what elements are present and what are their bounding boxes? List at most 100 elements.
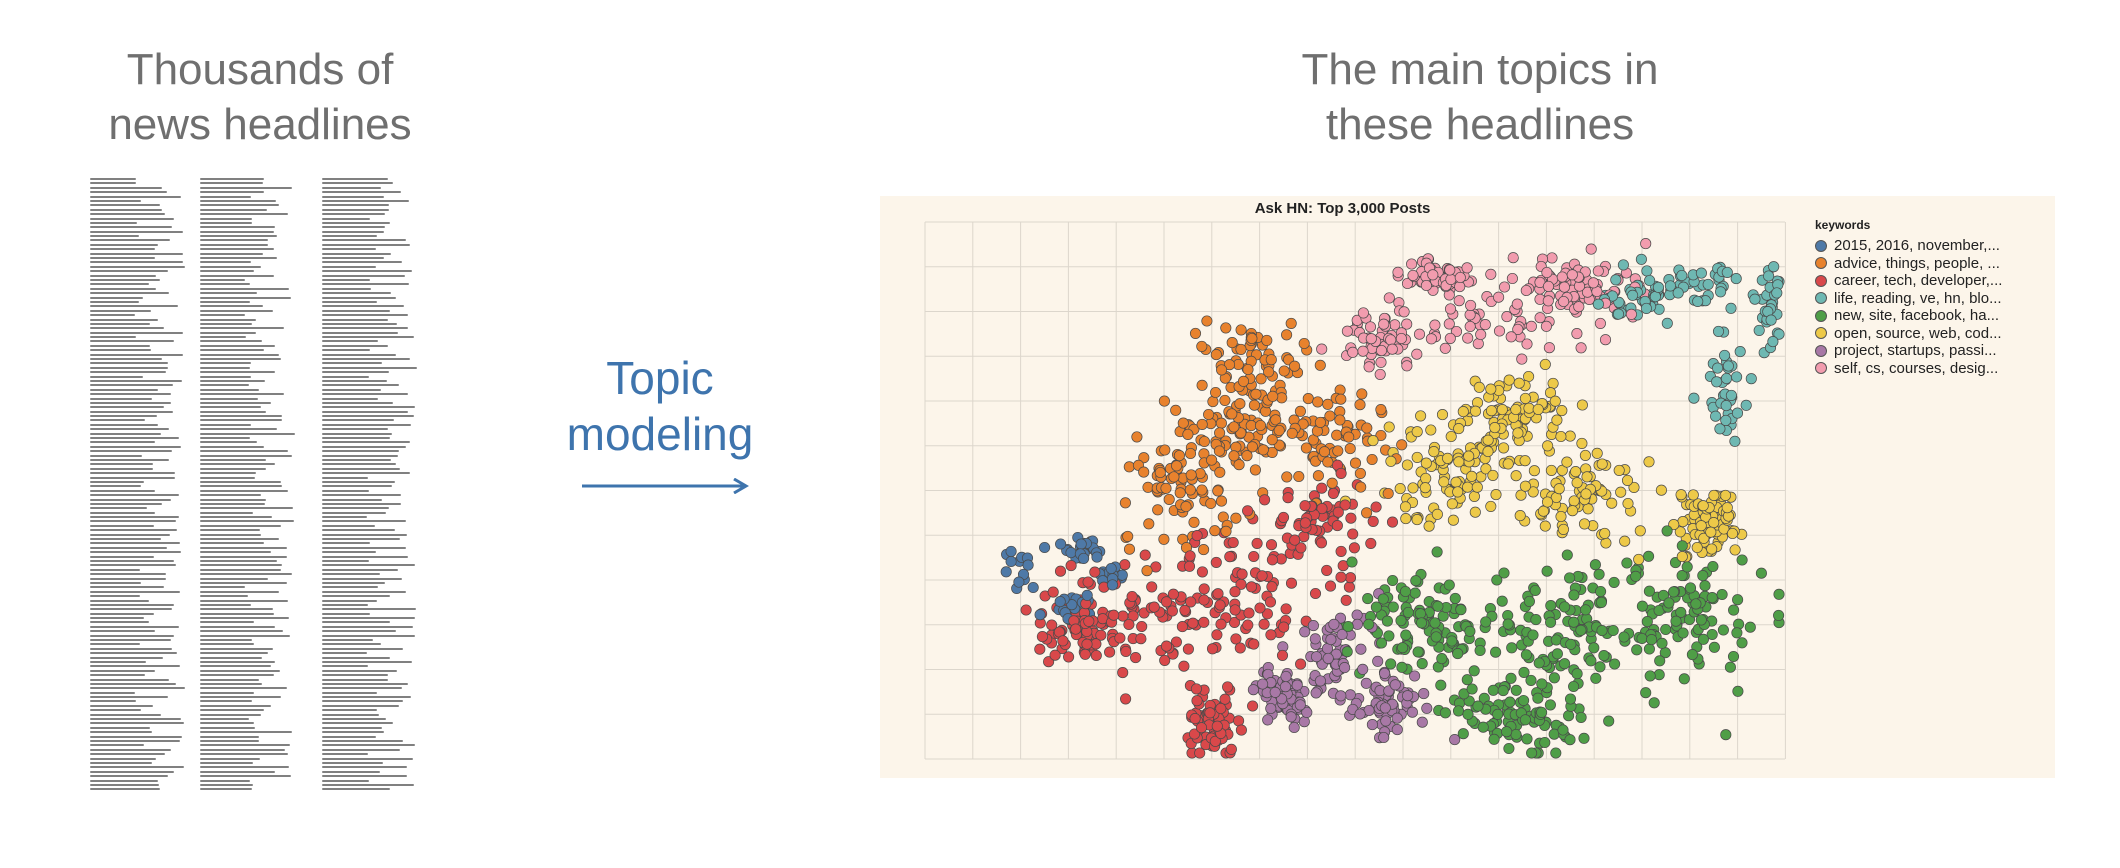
scatter-point bbox=[1146, 581, 1158, 593]
headline-line bbox=[322, 678, 388, 681]
headline-line bbox=[90, 292, 169, 295]
scatter-point bbox=[1055, 538, 1067, 550]
scatter-point bbox=[1242, 619, 1254, 631]
scatter-point bbox=[1420, 279, 1432, 292]
scatter-point bbox=[1598, 650, 1610, 662]
scatter-point bbox=[1401, 360, 1413, 372]
chart-title: Ask HN: Top 3,000 Posts bbox=[1254, 200, 1431, 217]
headline-line bbox=[90, 186, 163, 189]
headline-line bbox=[322, 454, 398, 457]
scatter-point bbox=[1592, 265, 1604, 277]
headline-line bbox=[90, 779, 158, 782]
scatter-point bbox=[1734, 346, 1746, 358]
scatter-point bbox=[1536, 706, 1548, 718]
headline-column-3 bbox=[322, 178, 422, 796]
headline-line bbox=[322, 274, 405, 277]
headline-line bbox=[200, 516, 272, 519]
headline-line bbox=[200, 586, 246, 589]
scatter-point bbox=[1395, 332, 1407, 345]
scatter-point bbox=[1339, 662, 1351, 674]
scatter-point bbox=[1439, 342, 1451, 354]
scatter-point bbox=[1351, 609, 1363, 621]
scatter-point bbox=[1416, 658, 1428, 670]
headline-line bbox=[200, 270, 255, 273]
headline-line bbox=[200, 568, 281, 571]
scatter-point bbox=[1198, 583, 1210, 595]
scatter-point bbox=[1206, 454, 1218, 466]
scatter-point bbox=[1545, 464, 1557, 476]
scatter-point bbox=[1194, 747, 1206, 759]
headline-line bbox=[90, 393, 172, 396]
headline-line bbox=[322, 340, 378, 343]
headline-line bbox=[200, 700, 253, 703]
scatter-point bbox=[1180, 501, 1192, 513]
scatter-point bbox=[1492, 708, 1504, 720]
scatter-point bbox=[1396, 439, 1408, 451]
headline-line bbox=[200, 647, 274, 650]
scatter-point bbox=[1198, 616, 1210, 628]
scatter-point bbox=[1599, 334, 1612, 346]
legend-label: self, cs, courses, desig... bbox=[1834, 359, 1999, 377]
scatter-point bbox=[1379, 667, 1391, 679]
scatter-point bbox=[1719, 489, 1732, 501]
scatter-point bbox=[1212, 485, 1224, 497]
scatter-point bbox=[1354, 467, 1366, 479]
headline-line bbox=[322, 415, 414, 418]
scatter-point bbox=[1610, 274, 1622, 286]
headline-line bbox=[90, 559, 175, 562]
scatter-point bbox=[1559, 658, 1571, 670]
headline-line bbox=[322, 511, 386, 514]
scatter-point bbox=[1498, 281, 1511, 293]
scatter-point bbox=[1075, 538, 1087, 550]
scatter-point bbox=[1439, 707, 1451, 719]
scatter-point bbox=[1383, 421, 1395, 433]
scatter-point bbox=[1312, 470, 1324, 482]
scatter-point bbox=[1196, 379, 1208, 391]
scatter-point bbox=[1332, 445, 1344, 457]
headline-line bbox=[90, 726, 151, 729]
scatter-point bbox=[1198, 544, 1210, 556]
scatter-point bbox=[1170, 636, 1182, 648]
scatter-point bbox=[1391, 724, 1403, 736]
headline-line bbox=[90, 415, 158, 418]
scatter-point bbox=[1457, 406, 1469, 418]
scatter-point bbox=[1468, 490, 1480, 502]
headline-line bbox=[90, 700, 137, 703]
scatter-point bbox=[1148, 601, 1160, 613]
headline-line bbox=[200, 555, 287, 558]
headline-line bbox=[200, 432, 295, 435]
headline-line bbox=[200, 371, 276, 374]
scatter-point bbox=[1398, 306, 1410, 318]
scatter-point bbox=[1521, 338, 1533, 350]
scatter-point bbox=[1235, 324, 1247, 336]
scatter-point bbox=[1314, 675, 1326, 687]
scatter-point bbox=[1316, 482, 1328, 494]
scatter-point bbox=[1676, 551, 1688, 563]
headline-line bbox=[322, 327, 408, 330]
scatter-point bbox=[1503, 742, 1515, 755]
scatter-point bbox=[1334, 414, 1346, 426]
headline-line bbox=[322, 419, 394, 422]
scatter-point bbox=[1731, 371, 1743, 383]
scatter-point bbox=[1453, 423, 1465, 435]
scatter-point bbox=[1708, 517, 1720, 529]
scatter-point bbox=[1563, 710, 1575, 722]
scatter-point bbox=[1285, 711, 1297, 723]
scatter-point bbox=[1294, 405, 1306, 417]
scatter-point bbox=[1213, 445, 1225, 457]
scatter-point bbox=[1354, 399, 1366, 411]
scatter-point bbox=[1643, 550, 1655, 562]
headline-line bbox=[322, 270, 412, 273]
scatter-point bbox=[1462, 481, 1474, 493]
scatter-point bbox=[1675, 489, 1687, 501]
scatter-point bbox=[1214, 599, 1226, 611]
scatter-point bbox=[1401, 318, 1413, 330]
scatter-point bbox=[1564, 430, 1576, 442]
scatter-point bbox=[1355, 643, 1367, 655]
scatter-point bbox=[1203, 408, 1215, 421]
scatter-point bbox=[1644, 274, 1656, 287]
scatter-point bbox=[1551, 414, 1563, 426]
scatter-point bbox=[1512, 323, 1524, 335]
scatter-point bbox=[1446, 635, 1458, 647]
scatter-point bbox=[1178, 660, 1190, 672]
